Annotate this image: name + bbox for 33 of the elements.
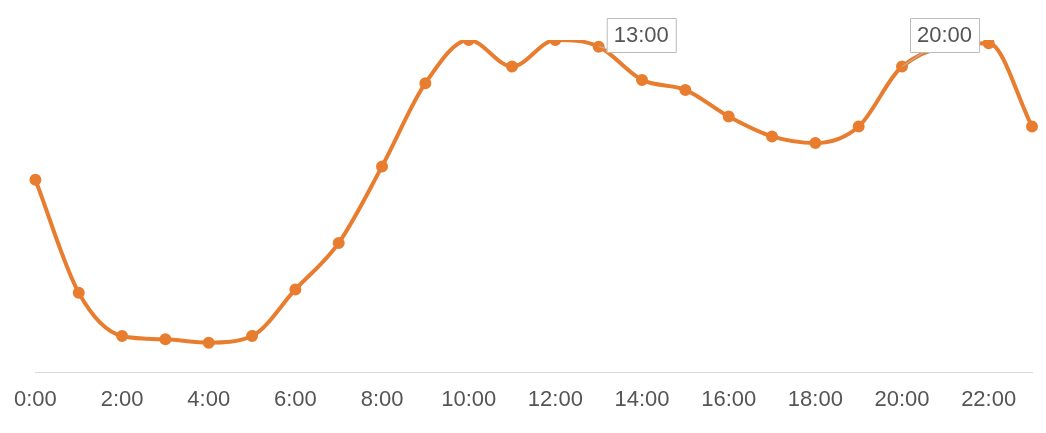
x-tick-label: 6:00 — [273, 385, 317, 411]
point — [202, 336, 215, 349]
point — [809, 137, 822, 150]
x-tick-label: 14:00 — [614, 385, 670, 411]
point — [982, 40, 995, 50]
point — [376, 160, 389, 173]
point — [852, 120, 865, 133]
x-tick-label: 10:00 — [441, 385, 497, 411]
x-tick-label: 12:00 — [527, 385, 583, 411]
point — [289, 283, 302, 296]
x-tick-label: 16:00 — [701, 385, 757, 411]
x-tick-label: 18:00 — [787, 385, 843, 411]
point — [116, 330, 129, 343]
x-tick-label: 0:00 — [14, 385, 57, 411]
annotation: 20:00 — [917, 22, 973, 48]
point — [1026, 120, 1038, 133]
point — [506, 60, 519, 73]
point — [766, 130, 779, 143]
point — [72, 286, 85, 299]
point — [679, 83, 692, 96]
point — [246, 330, 259, 343]
x-tick-label: 20:00 — [874, 385, 930, 411]
point — [636, 73, 649, 86]
point — [29, 173, 42, 186]
x-tick-label: 2:00 — [100, 385, 144, 411]
point — [159, 333, 172, 346]
point — [332, 236, 345, 249]
point — [722, 110, 735, 123]
point — [419, 77, 432, 90]
x-tick-label: 4:00 — [187, 385, 231, 411]
x-tick-label: 8:00 — [360, 385, 404, 411]
x-tick-label: 22:00 — [961, 385, 1017, 411]
annotation: 13:00 — [613, 22, 669, 48]
